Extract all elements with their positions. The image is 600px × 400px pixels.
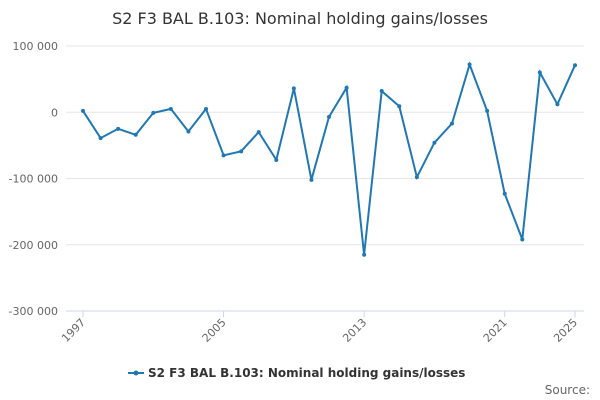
legend[interactable]: S2 F3 BAL B.103: Nominal holding gains/l…: [128, 366, 465, 380]
legend-label: S2 F3 BAL B.103: Nominal holding gains/l…: [148, 366, 465, 380]
y-tick-label: 0: [51, 106, 58, 119]
data-point[interactable]: [116, 126, 121, 131]
data-point[interactable]: [502, 191, 507, 196]
data-point[interactable]: [485, 108, 490, 113]
data-point[interactable]: [291, 86, 296, 91]
data-point[interactable]: [555, 102, 560, 107]
legend-marker-symbol: [133, 370, 139, 376]
data-point[interactable]: [379, 89, 384, 94]
y-tick-label: -300 000: [9, 305, 58, 318]
source-label: Source:: [545, 383, 590, 397]
data-point[interactable]: [432, 140, 437, 145]
data-point[interactable]: [397, 104, 402, 109]
data-point[interactable]: [186, 129, 191, 134]
x-tick-label: 1997: [59, 316, 88, 345]
data-point[interactable]: [151, 110, 156, 115]
y-tick-label: -200 000: [9, 239, 58, 252]
data-point[interactable]: [309, 177, 314, 182]
data-point[interactable]: [520, 237, 525, 242]
x-tick-label: 2025: [551, 316, 580, 345]
data-point[interactable]: [221, 153, 226, 158]
data-point[interactable]: [98, 136, 103, 141]
y-tick-label: 100 000: [13, 40, 59, 53]
chart-title: S2 F3 BAL B.103: Nominal holding gains/l…: [112, 9, 488, 28]
data-point[interactable]: [168, 106, 173, 111]
series-line: [82, 61, 576, 255]
data-point[interactable]: [327, 114, 331, 119]
data-point[interactable]: [467, 62, 472, 67]
data-point[interactable]: [81, 108, 85, 113]
data-point[interactable]: [239, 149, 244, 154]
data-point[interactable]: [204, 106, 208, 111]
x-tick-label: 2021: [481, 316, 510, 345]
gridlines: [66, 45, 584, 246]
data-point[interactable]: [274, 157, 279, 162]
data-point[interactable]: [344, 85, 349, 90]
data-point[interactable]: [133, 132, 138, 137]
x-axis-ticks: 1997 2005 2013 2021 2025: [59, 311, 580, 345]
data-point[interactable]: [573, 63, 577, 68]
data-point[interactable]: [537, 70, 542, 75]
y-tick-label: -100 000: [9, 173, 58, 186]
data-point[interactable]: [362, 252, 367, 257]
y-axis-ticks: 100 000 0 -100 000 -200 000 -300 000: [9, 40, 58, 318]
data-point[interactable]: [256, 130, 261, 135]
series-area: [81, 61, 577, 257]
data-point[interactable]: [450, 121, 454, 126]
x-tick-label: 2005: [200, 316, 229, 345]
x-tick-label: 2013: [340, 316, 369, 345]
data-point[interactable]: [414, 175, 419, 180]
